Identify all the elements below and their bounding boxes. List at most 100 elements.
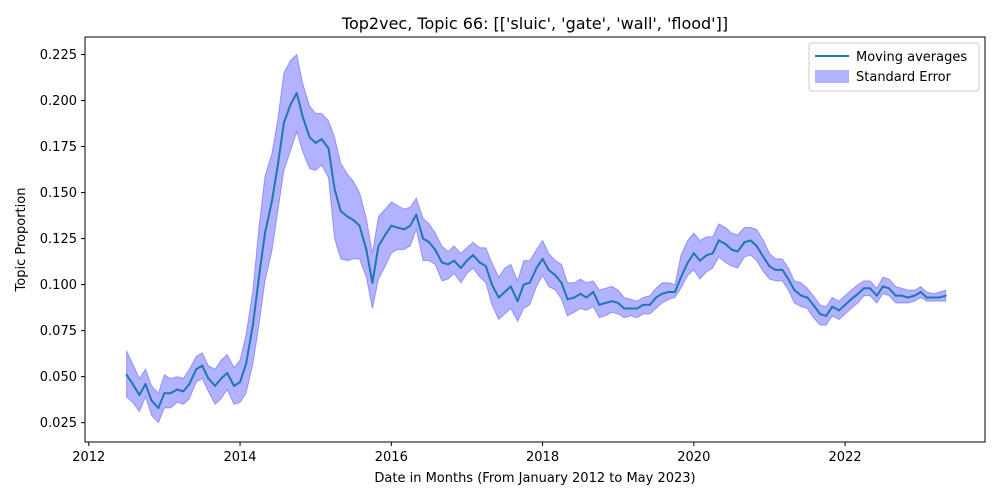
data-point (522, 283, 525, 286)
data-point (371, 281, 374, 284)
y-tick-label: 0.150 (40, 186, 77, 201)
y-tick-label: 0.075 (40, 324, 77, 339)
data-point (163, 392, 166, 395)
data-point (440, 261, 443, 264)
data-point (604, 302, 607, 305)
data-point (781, 268, 784, 271)
data-point (516, 300, 519, 303)
data-point (535, 267, 538, 270)
data-point (484, 265, 487, 268)
legend-label-moving-averages: Moving averages (856, 50, 967, 65)
data-point (157, 406, 160, 409)
data-point (478, 261, 481, 264)
data-point (881, 285, 884, 288)
data-point (176, 388, 179, 391)
x-tick-label: 2016 (375, 450, 408, 465)
data-point (648, 303, 651, 306)
data-point (787, 278, 790, 281)
x-tick-label: 2020 (677, 450, 710, 465)
data-point (503, 290, 506, 293)
data-point (573, 296, 576, 299)
data-point (730, 248, 733, 251)
data-point (289, 103, 292, 106)
data-point (724, 243, 727, 246)
data-point (320, 138, 323, 141)
data-point (301, 116, 304, 119)
y-tick-label: 0.100 (40, 278, 77, 293)
data-point (270, 200, 273, 203)
data-point (251, 324, 254, 327)
data-point (944, 294, 947, 297)
data-point (844, 303, 847, 306)
data-point (245, 362, 248, 365)
data-point (276, 163, 279, 166)
data-point (528, 281, 531, 284)
data-point (314, 141, 317, 144)
data-point (396, 226, 399, 229)
data-point (774, 268, 777, 271)
data-point (403, 228, 406, 231)
y-tick-label: 0.050 (40, 370, 77, 385)
data-point (554, 274, 557, 277)
data-point (409, 224, 412, 227)
data-point (182, 390, 185, 393)
data-point (617, 302, 620, 305)
data-point (447, 263, 450, 266)
data-point (900, 294, 903, 297)
data-point (831, 305, 834, 308)
data-point (800, 294, 803, 297)
x-tick-label: 2012 (72, 450, 105, 465)
data-point (295, 92, 298, 95)
data-point (673, 290, 676, 293)
data-point (358, 224, 361, 227)
data-point (692, 252, 695, 255)
x-tick-label: 2022 (829, 450, 862, 465)
x-tick-label: 2018 (526, 450, 559, 465)
data-point (661, 292, 664, 295)
data-point (825, 314, 828, 317)
data-point (762, 255, 765, 258)
data-point (232, 384, 235, 387)
data-point (768, 265, 771, 268)
data-point (459, 267, 462, 270)
data-point (384, 233, 387, 236)
data-point (579, 292, 582, 295)
data-point (755, 244, 758, 247)
data-point (214, 384, 217, 387)
axes: 2012 2014 2016 2018 2020 2022 0.025 0.050 0.075 0… (40, 48, 862, 465)
data-point (623, 307, 626, 310)
data-point (365, 248, 368, 251)
data-point (913, 294, 916, 297)
legend-label-standard-error: Standard Error (856, 70, 952, 85)
data-point (207, 377, 210, 380)
data-point (422, 237, 425, 240)
data-point (585, 296, 588, 299)
legend: Moving averages Standard Error (808, 42, 980, 92)
data-point (144, 383, 147, 386)
data-point (346, 215, 349, 218)
data-point (131, 383, 134, 386)
y-tick-label: 0.200 (40, 94, 77, 109)
data-point (566, 298, 569, 301)
data-point (169, 392, 172, 395)
data-point (711, 252, 714, 255)
data-point (509, 285, 512, 288)
x-tick-label: 2014 (223, 450, 256, 465)
data-point (743, 241, 746, 244)
data-point (611, 300, 614, 303)
data-point (636, 307, 639, 310)
data-point (547, 268, 550, 271)
data-point (541, 257, 544, 260)
data-point (327, 147, 330, 150)
data-point (220, 377, 223, 380)
y-tick-label: 0.025 (40, 416, 77, 431)
data-point (806, 296, 809, 299)
y-tick-label: 0.125 (40, 232, 77, 247)
data-point (655, 296, 658, 299)
data-point (138, 394, 141, 397)
data-point (125, 373, 128, 376)
data-point (819, 313, 822, 316)
data-point (239, 381, 242, 384)
data-point (415, 213, 418, 216)
